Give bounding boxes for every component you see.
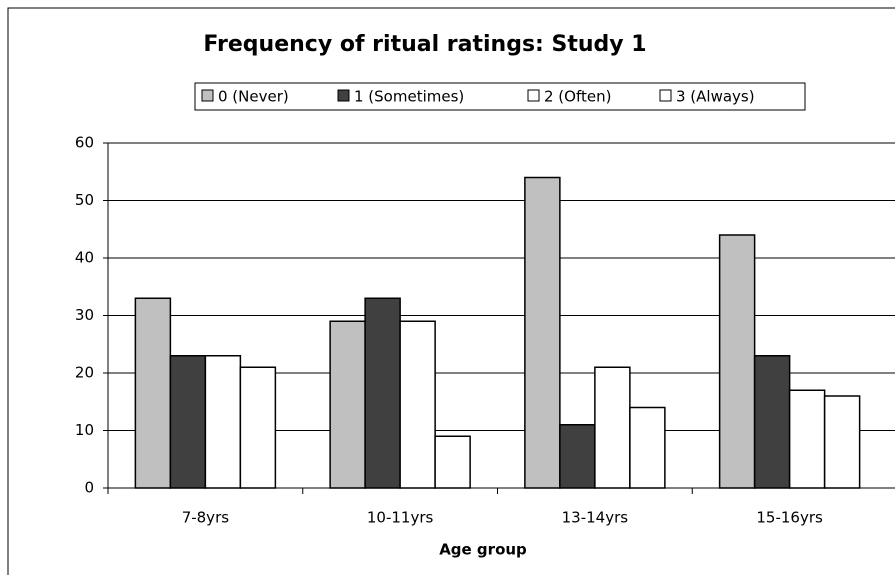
bar — [399, 320, 436, 489]
x-tick-label: 13-14yrs — [562, 509, 629, 527]
legend-swatch — [527, 89, 540, 102]
legend-swatch — [337, 89, 350, 102]
legend-swatch — [659, 89, 672, 102]
legend-label: 2 (Often) — [544, 88, 611, 106]
legend-label: 0 (Never) — [218, 88, 289, 106]
x-tick-label: 7-8yrs — [182, 509, 230, 527]
x-axis-label: Age group — [439, 541, 527, 559]
y-tick-label: 40 — [75, 249, 94, 267]
bar — [434, 435, 471, 489]
legend-label: 3 (Always) — [676, 88, 755, 106]
y-tick-label: 0 — [84, 479, 94, 497]
bar — [204, 355, 242, 489]
chart-title: Frequency of ritual ratings: Study 1 — [203, 32, 646, 57]
bar — [169, 355, 207, 489]
bar — [788, 389, 826, 489]
bar — [364, 297, 401, 489]
bar — [594, 366, 631, 489]
legend-label: 1 (Sometimes) — [354, 88, 464, 106]
legend-box — [194, 82, 806, 111]
bar — [329, 320, 366, 489]
legend-swatch — [201, 89, 214, 102]
y-tick-label: 60 — [75, 134, 94, 152]
y-tick-label: 30 — [75, 306, 94, 324]
x-tick-label: 15-16yrs — [756, 509, 823, 527]
bar — [718, 234, 756, 489]
bar — [629, 406, 666, 489]
bar — [753, 355, 791, 489]
bar — [239, 366, 277, 489]
bar — [524, 176, 561, 489]
y-tick-label: 50 — [75, 191, 94, 209]
y-tick-label: 20 — [75, 364, 94, 382]
y-tick-label: 10 — [75, 421, 94, 439]
bar — [559, 424, 596, 489]
bar — [134, 297, 172, 489]
bar — [823, 395, 861, 489]
x-tick-label: 10-11yrs — [367, 509, 434, 527]
